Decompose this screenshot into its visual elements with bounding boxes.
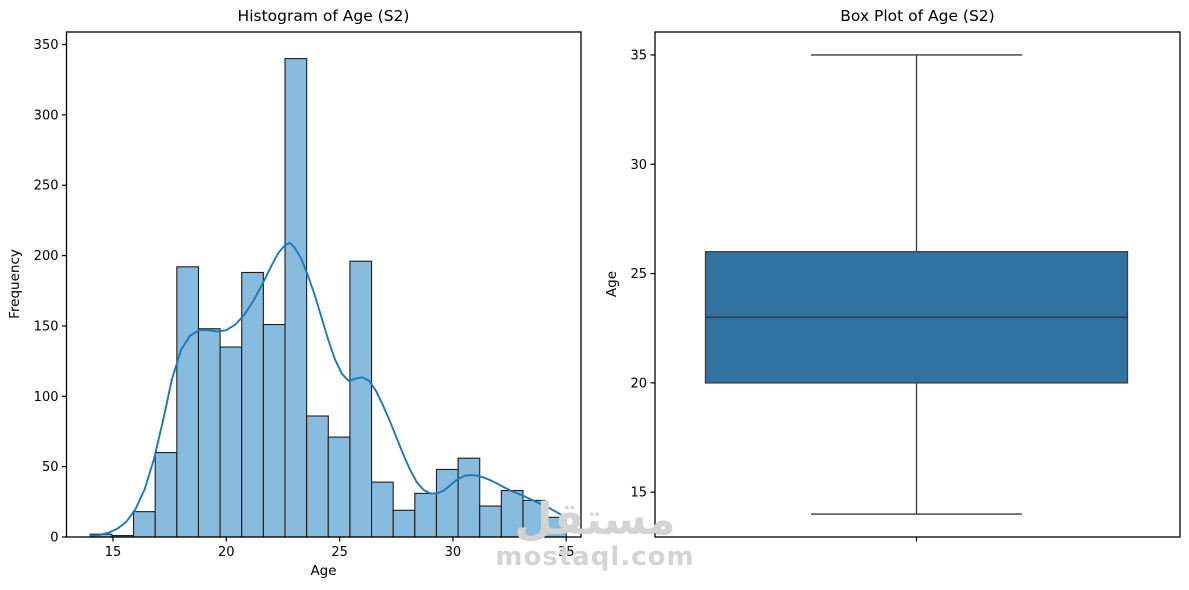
x-tick-label: 15 xyxy=(105,545,122,560)
boxplot-ylabel: Age xyxy=(604,270,620,298)
histogram-frame xyxy=(65,31,582,538)
histogram-bar xyxy=(197,328,221,538)
histogram-bar xyxy=(500,490,524,538)
boxplot-title: Box Plot of Age (S2) xyxy=(840,7,995,25)
histogram-bar xyxy=(154,452,178,538)
x-tick-label: 30 xyxy=(445,545,462,560)
kde-curve xyxy=(89,241,568,537)
y-tick-label: 250 xyxy=(34,179,59,194)
histogram-bar xyxy=(349,260,373,538)
histogram-bar xyxy=(544,516,567,538)
y-tick-label: 0 xyxy=(50,531,58,546)
histogram-bar xyxy=(306,415,329,538)
y-tick-label: 350 xyxy=(34,38,59,53)
histogram-bar xyxy=(262,323,286,538)
histogram-xlabel: Age xyxy=(310,563,337,579)
histogram-bar xyxy=(133,511,156,538)
histogram-bar xyxy=(370,481,394,538)
y-tick-label: 200 xyxy=(34,249,59,264)
y-tick-label: 30 xyxy=(630,158,647,173)
histogram-bar xyxy=(479,505,502,538)
y-tick-label: 25 xyxy=(630,267,647,282)
y-tick-label: 50 xyxy=(42,460,59,475)
histogram-title: Histogram of Age (S2) xyxy=(237,7,410,25)
y-tick-label: 20 xyxy=(630,376,647,391)
histogram-bar xyxy=(414,492,438,538)
x-tick-label: 20 xyxy=(218,545,235,560)
y-tick-label: 100 xyxy=(34,390,59,405)
histogram-bar xyxy=(522,499,546,538)
histogram-bar xyxy=(435,468,459,538)
histogram-bar xyxy=(284,58,308,538)
histogram-bar xyxy=(392,509,416,538)
histogram-bar xyxy=(457,457,481,538)
y-tick-label: 35 xyxy=(630,48,647,63)
histogram-ylabel: Frequency xyxy=(7,249,23,319)
histogram-bar xyxy=(219,346,243,538)
x-tick-label: 25 xyxy=(331,545,348,560)
boxplot-frame xyxy=(654,31,1181,538)
histogram-bar xyxy=(176,266,200,538)
x-tick-label: 35 xyxy=(558,545,575,560)
histogram-bar xyxy=(327,436,351,538)
y-tick-label: 300 xyxy=(34,108,59,123)
y-tick-label: 150 xyxy=(34,319,59,334)
y-tick-label: 15 xyxy=(630,486,647,501)
